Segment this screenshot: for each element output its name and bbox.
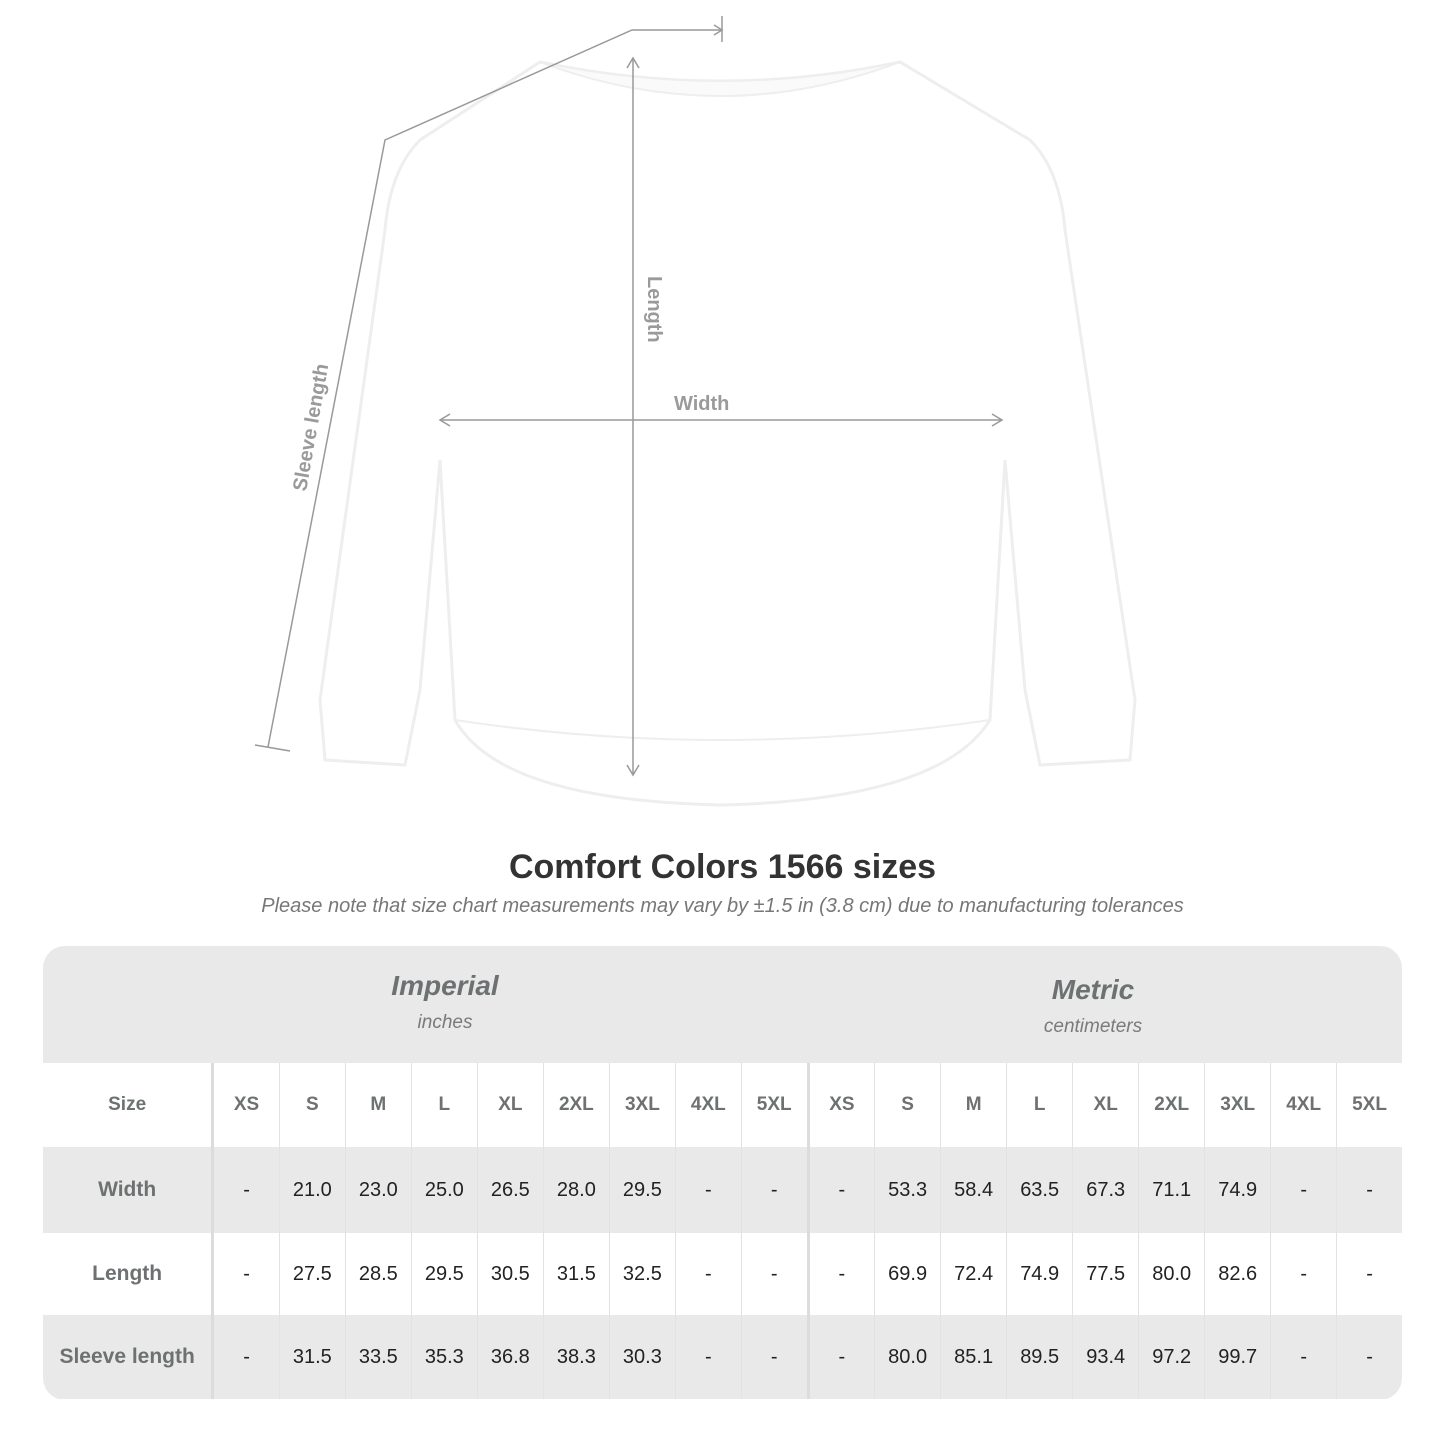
- metric-value: 74.9: [1204, 1147, 1271, 1233]
- imperial-value: 33.5: [344, 1315, 412, 1399]
- metric-value: 97.2: [1138, 1315, 1205, 1399]
- metric-value: 63.5: [1006, 1147, 1073, 1233]
- metric-size-2xl: 2XL: [1138, 1063, 1205, 1147]
- imperial-value: 32.5: [608, 1233, 676, 1315]
- imperial-value: -: [674, 1147, 742, 1233]
- metric-value: -: [806, 1315, 875, 1399]
- length-arrow: [626, 56, 640, 777]
- sleeve-length-label: Sleeve length: [289, 362, 333, 493]
- imperial-value: -: [212, 1315, 280, 1399]
- metric-value: 89.5: [1006, 1315, 1073, 1399]
- row-label: Length: [43, 1233, 215, 1315]
- imperial-unit: inches: [417, 1012, 473, 1033]
- imperial-value: -: [212, 1147, 280, 1233]
- metric-value: 85.1: [940, 1315, 1007, 1399]
- metric-value: 53.3: [874, 1147, 941, 1233]
- metric-value: -: [806, 1233, 875, 1315]
- metric-value: 99.7: [1204, 1315, 1271, 1399]
- metric-value: -: [806, 1147, 875, 1233]
- row-label: Width: [43, 1147, 215, 1233]
- metric-size-m: M: [940, 1063, 1007, 1147]
- table-row: Length -27.5 28.5 29.5 30.5 31.5 32.5- - -69.9 72…: [43, 1233, 1402, 1315]
- imperial-value: 31.5: [542, 1233, 610, 1315]
- imperial-value: -: [212, 1233, 280, 1315]
- table-row: Sleeve length -31.5 33.5 35.3 36.8 38.3 30.3- -…: [43, 1315, 1402, 1399]
- size-header-row: Size XS S M L XL 2XL 3XL 4XL 5XL XS S M L XL 2XL 3XL 4XL 5…: [43, 1063, 1402, 1147]
- imperial-value: 28.5: [344, 1233, 412, 1315]
- imperial-size-4xl: 4XL: [674, 1063, 742, 1147]
- tolerance-note: Please note that size chart measurements…: [261, 895, 1184, 917]
- metric-value: -: [1270, 1315, 1337, 1399]
- metric-header: Metric centimeters: [843, 974, 1343, 1038]
- metric-value: 58.4: [940, 1147, 1007, 1233]
- imperial-value: 23.0: [344, 1147, 412, 1233]
- imperial-value: -: [674, 1233, 742, 1315]
- imperial-value: 28.0: [542, 1147, 610, 1233]
- sweatshirt-diagram: Length Width Sleeve length: [254, 16, 1137, 807]
- metric-value: 71.1: [1138, 1147, 1205, 1233]
- imperial-size-l: L: [410, 1063, 478, 1147]
- metric-size-xs: XS: [806, 1063, 875, 1147]
- metric-value: -: [1270, 1233, 1337, 1315]
- imperial-size-m: M: [344, 1063, 412, 1147]
- imperial-value: -: [740, 1233, 809, 1315]
- metric-unit: centimeters: [1043, 1016, 1143, 1037]
- metric-value: -: [1270, 1147, 1337, 1233]
- metric-size-s: S: [874, 1063, 941, 1147]
- imperial-value: -: [740, 1315, 809, 1399]
- imperial-value: 25.0: [410, 1147, 478, 1233]
- metric-value: 80.0: [874, 1315, 941, 1399]
- metric-value: 93.4: [1072, 1315, 1139, 1399]
- metric-value: -: [1336, 1147, 1402, 1233]
- imperial-value: 27.5: [278, 1233, 346, 1315]
- metric-size-3xl: 3XL: [1204, 1063, 1271, 1147]
- size-table: Size XS S M L XL 2XL 3XL 4XL 5XL XS S M L XL 2XL 3XL 4XL 5…: [43, 1063, 1402, 1399]
- row-label: Sleeve length: [43, 1315, 215, 1399]
- metric-size-xl: XL: [1072, 1063, 1139, 1147]
- imperial-size-2xl: 2XL: [542, 1063, 610, 1147]
- imperial-value: 38.3: [542, 1315, 610, 1399]
- metric-value: -: [1336, 1233, 1402, 1315]
- metric-value: 74.9: [1006, 1233, 1073, 1315]
- size-chart: Imperial inches Metric centimeters Size X…: [43, 946, 1402, 1400]
- imperial-value: 31.5: [278, 1315, 346, 1399]
- imperial-value: 36.8: [476, 1315, 544, 1399]
- sleeve-arrow: [254, 16, 724, 752]
- imperial-size-5xl: 5XL: [740, 1063, 809, 1147]
- chart-title: Comfort Colors 1566 sizes: [508, 848, 937, 886]
- imperial-value: 29.5: [608, 1147, 676, 1233]
- metric-size-l: L: [1006, 1063, 1073, 1147]
- imperial-value: 35.3: [410, 1315, 478, 1399]
- metric-value: 69.9: [874, 1233, 941, 1315]
- imperial-value: 30.3: [608, 1315, 676, 1399]
- imperial-header: Imperial inches: [195, 970, 695, 1034]
- metric-value: 72.4: [940, 1233, 1007, 1315]
- imperial-value: 29.5: [410, 1233, 478, 1315]
- length-label: Length: [643, 276, 665, 343]
- imperial-title: Imperial: [391, 970, 499, 1001]
- width-label: Width: [674, 393, 729, 415]
- imperial-size-3xl: 3XL: [608, 1063, 676, 1147]
- imperial-value: 21.0: [278, 1147, 346, 1233]
- imperial-value: -: [674, 1315, 742, 1399]
- metric-size-4xl: 4XL: [1270, 1063, 1337, 1147]
- metric-value: 67.3: [1072, 1147, 1139, 1233]
- system-header: Imperial inches Metric centimeters: [43, 946, 1402, 1063]
- metric-value: 77.5: [1072, 1233, 1139, 1315]
- metric-value: 82.6: [1204, 1233, 1271, 1315]
- metric-value: -: [1336, 1315, 1402, 1399]
- imperial-size-xl: XL: [476, 1063, 544, 1147]
- size-header: Size: [43, 1063, 215, 1147]
- sweatshirt-body: [318, 60, 1137, 807]
- imperial-value: 26.5: [476, 1147, 544, 1233]
- imperial-value: 30.5: [476, 1233, 544, 1315]
- metric-size-5xl: 5XL: [1336, 1063, 1402, 1147]
- imperial-value: -: [740, 1147, 809, 1233]
- metric-value: 80.0: [1138, 1233, 1205, 1315]
- metric-title: Metric: [1051, 974, 1135, 1005]
- imperial-size-xs: XS: [212, 1063, 280, 1147]
- imperial-size-s: S: [278, 1063, 346, 1147]
- table-row: Width -21.0 23.0 25.0 26.5 28.0 29.5- - -53.3 58.…: [43, 1147, 1402, 1233]
- width-arrow: [438, 413, 1004, 427]
